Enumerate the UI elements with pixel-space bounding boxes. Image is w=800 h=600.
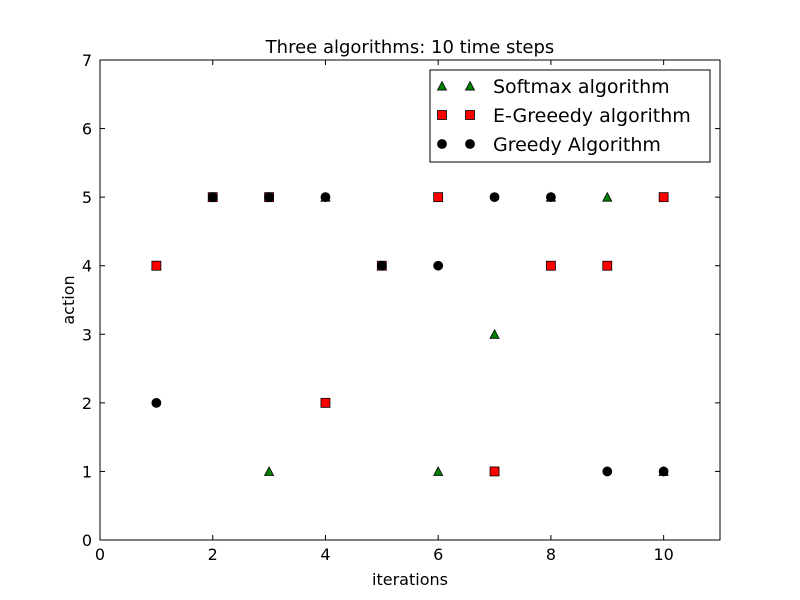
y-tick-label: 2 — [82, 394, 92, 413]
legend-marker — [436, 80, 448, 91]
data-points — [151, 191, 669, 477]
x-tick-label: 0 — [95, 545, 105, 564]
series-2 — [151, 192, 669, 477]
axis-ticks: 0 2 4 6 8 10 0 1 2 3 4 5 6 7 — [82, 51, 720, 564]
legend-marker — [437, 139, 447, 149]
triangle-point — [433, 466, 444, 476]
square-point — [433, 192, 444, 203]
x-tick-label: 6 — [433, 545, 443, 564]
x-tick-label: 4 — [320, 545, 330, 564]
legend-label: Greedy Algorithm — [493, 134, 661, 156]
x-axis-label: iterations — [372, 570, 448, 589]
circle-point — [433, 260, 444, 271]
legend-marker — [464, 80, 476, 91]
x-tick-label: 8 — [546, 545, 556, 564]
y-tick-label: 7 — [82, 51, 92, 70]
legend-box — [429, 69, 711, 163]
chart-title: Three algorithms: 10 time steps — [265, 37, 555, 58]
y-tick-label: 3 — [82, 325, 92, 344]
y-tick-label: 4 — [82, 257, 92, 276]
circle-point — [151, 397, 162, 408]
circle-point — [376, 260, 387, 271]
circle-point — [602, 466, 613, 477]
triangle-point — [602, 191, 613, 202]
square-point — [151, 260, 162, 271]
square-point — [658, 192, 669, 203]
circle-point — [658, 466, 669, 477]
legend: Softmax algorithm E-Greeedy algorithm Gree… — [429, 69, 711, 163]
y-tick-label: 1 — [82, 462, 92, 481]
circle-point — [489, 192, 500, 203]
legend-label: Softmax algorithm — [493, 76, 670, 98]
plot-frame — [99, 59, 721, 541]
triangle-point — [489, 328, 500, 339]
y-axis-label: action — [59, 275, 78, 324]
square-point — [320, 397, 331, 408]
y-tick-label: 5 — [82, 188, 92, 207]
circle-point — [207, 192, 218, 203]
x-tick-label: 2 — [208, 545, 218, 564]
circle-point — [264, 192, 274, 203]
legend-label: E-Greeedy algorithm — [493, 105, 691, 127]
square-point — [602, 260, 613, 271]
square-point — [489, 466, 500, 477]
series-3 — [151, 192, 669, 477]
y-tick-label: 0 — [82, 531, 92, 550]
legend-marker — [437, 110, 447, 120]
circle-point — [546, 192, 556, 203]
legend-marker — [465, 110, 475, 120]
y-tick-label: 6 — [82, 120, 92, 139]
circle-point — [320, 192, 331, 203]
square-point — [546, 260, 556, 271]
triangle-point — [263, 466, 275, 476]
series-1 — [151, 191, 669, 476]
legend-marker — [465, 139, 475, 149]
x-tick-label: 10 — [653, 545, 673, 564]
